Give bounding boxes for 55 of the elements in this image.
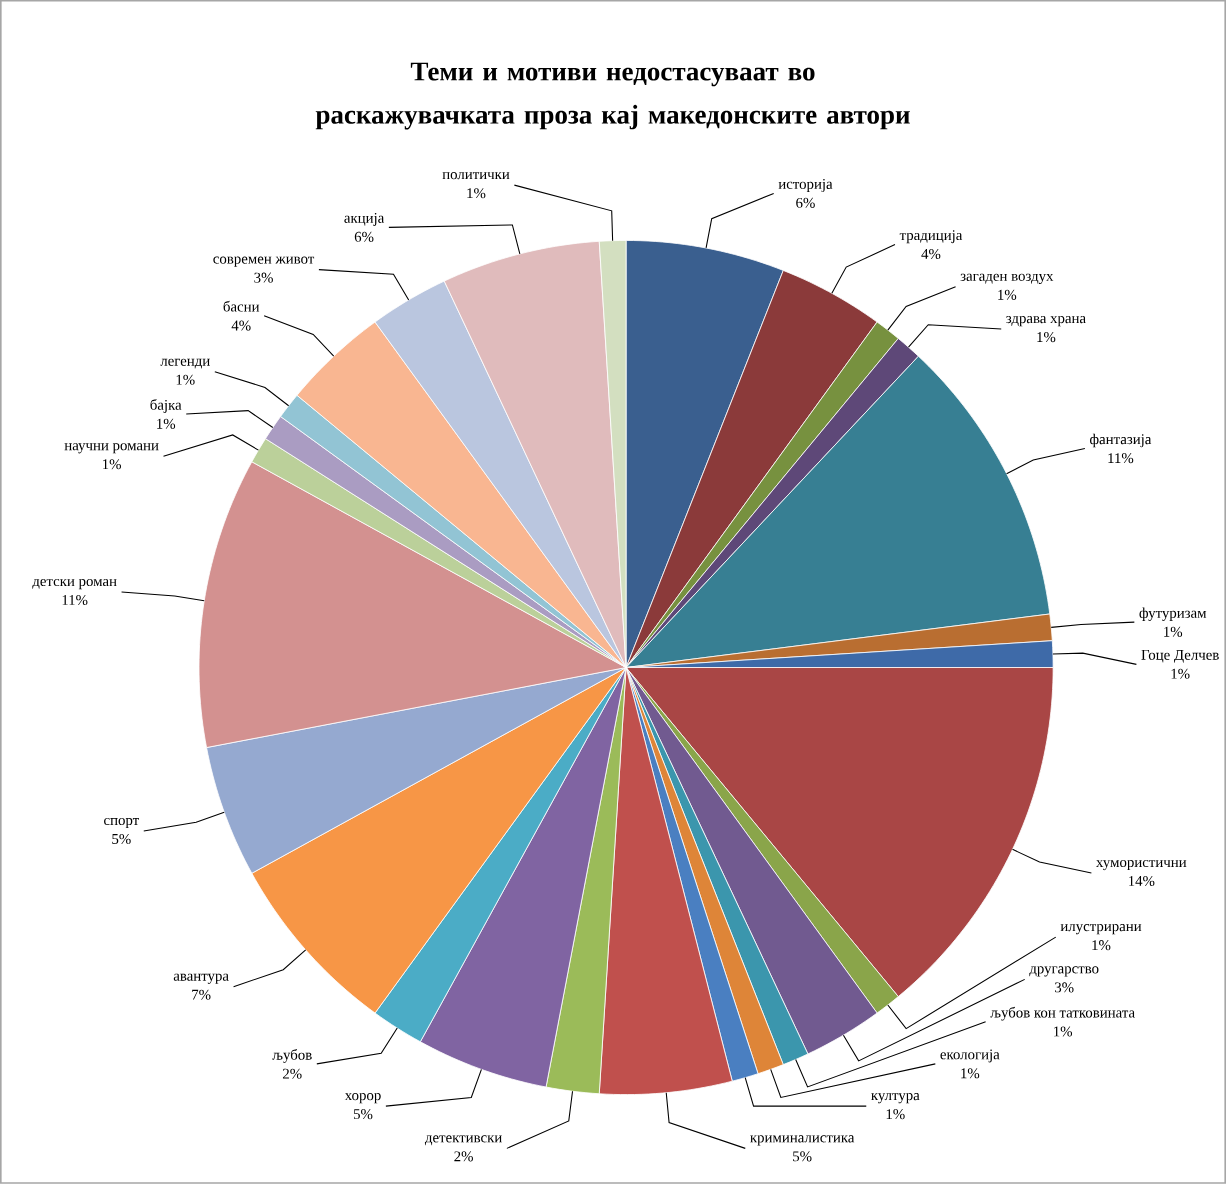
slice-label: Гоце Делчев <box>1141 650 1219 663</box>
data-label: 1% <box>998 289 1017 301</box>
data-label: 6% <box>796 197 815 209</box>
data-label: 1% <box>467 188 486 199</box>
slice-label: хорор <box>344 1093 381 1104</box>
slice-label: историја <box>778 179 833 193</box>
slice-label: научни романи <box>64 443 159 454</box>
slice-label: бајка <box>150 399 182 414</box>
data-label: 1% <box>886 1109 905 1120</box>
data-label: 1% <box>961 1068 980 1079</box>
data-label: 6% <box>354 231 374 242</box>
slice-label: политички <box>442 172 510 180</box>
data-label: 5% <box>793 1151 812 1162</box>
data-label: 3% <box>1055 982 1074 993</box>
slice-label: хумористични <box>1096 860 1187 871</box>
slice-label: спорт <box>104 818 139 829</box>
data-label: 11% <box>1108 453 1134 464</box>
slice-label: култура <box>871 1093 920 1104</box>
slice-label: љубов кон татковината <box>990 1006 1135 1021</box>
slice-label: детективски <box>424 1135 502 1146</box>
slice-label: здрава храна <box>1006 316 1086 327</box>
data-label: 7% <box>192 989 211 1000</box>
data-label: 1% <box>176 374 195 385</box>
slice-label: акција <box>344 213 385 227</box>
data-label: 1% <box>103 459 121 470</box>
data-label: 2% <box>454 1151 473 1162</box>
data-label: 5% <box>112 834 131 845</box>
slice-label: криминалистика <box>750 1135 855 1146</box>
data-label: 4% <box>921 249 941 260</box>
slice-label: другарство <box>1029 966 1099 977</box>
data-label: 1% <box>157 418 176 429</box>
data-label: 14% <box>1129 876 1155 887</box>
data-label: 1% <box>1171 668 1190 679</box>
slice-label: екологија <box>940 1049 1000 1063</box>
data-label: 1% <box>1054 1026 1073 1037</box>
chart-title: Теми и мотиви недостасуваат во раскажувачката проза кај македонските автори <box>315 62 910 130</box>
slice-label: легенди <box>160 358 210 369</box>
data-label: 1% <box>1164 626 1183 637</box>
slice-label: авантура <box>173 973 229 984</box>
slice-label: фантазија <box>1090 433 1152 448</box>
slice-label: футуризам <box>1139 607 1207 622</box>
data-label: 5% <box>353 1109 373 1120</box>
data-label: 1% <box>1092 940 1111 951</box>
data-label: 2% <box>282 1068 302 1079</box>
data-label: 11% <box>62 595 88 606</box>
slice-label: современ живот <box>213 256 315 267</box>
data-label: 1% <box>1037 332 1056 343</box>
slice-label: илустрирани <box>1060 924 1142 935</box>
data-label: 4% <box>231 320 251 331</box>
slice-label: загаден воздух <box>960 273 1054 285</box>
data-label: 3% <box>254 272 273 283</box>
slice-label: традиција <box>899 230 963 244</box>
slice-label: детски роман <box>32 579 117 590</box>
slice-label: љубов <box>272 1049 312 1063</box>
slice-label: басни <box>223 300 260 312</box>
